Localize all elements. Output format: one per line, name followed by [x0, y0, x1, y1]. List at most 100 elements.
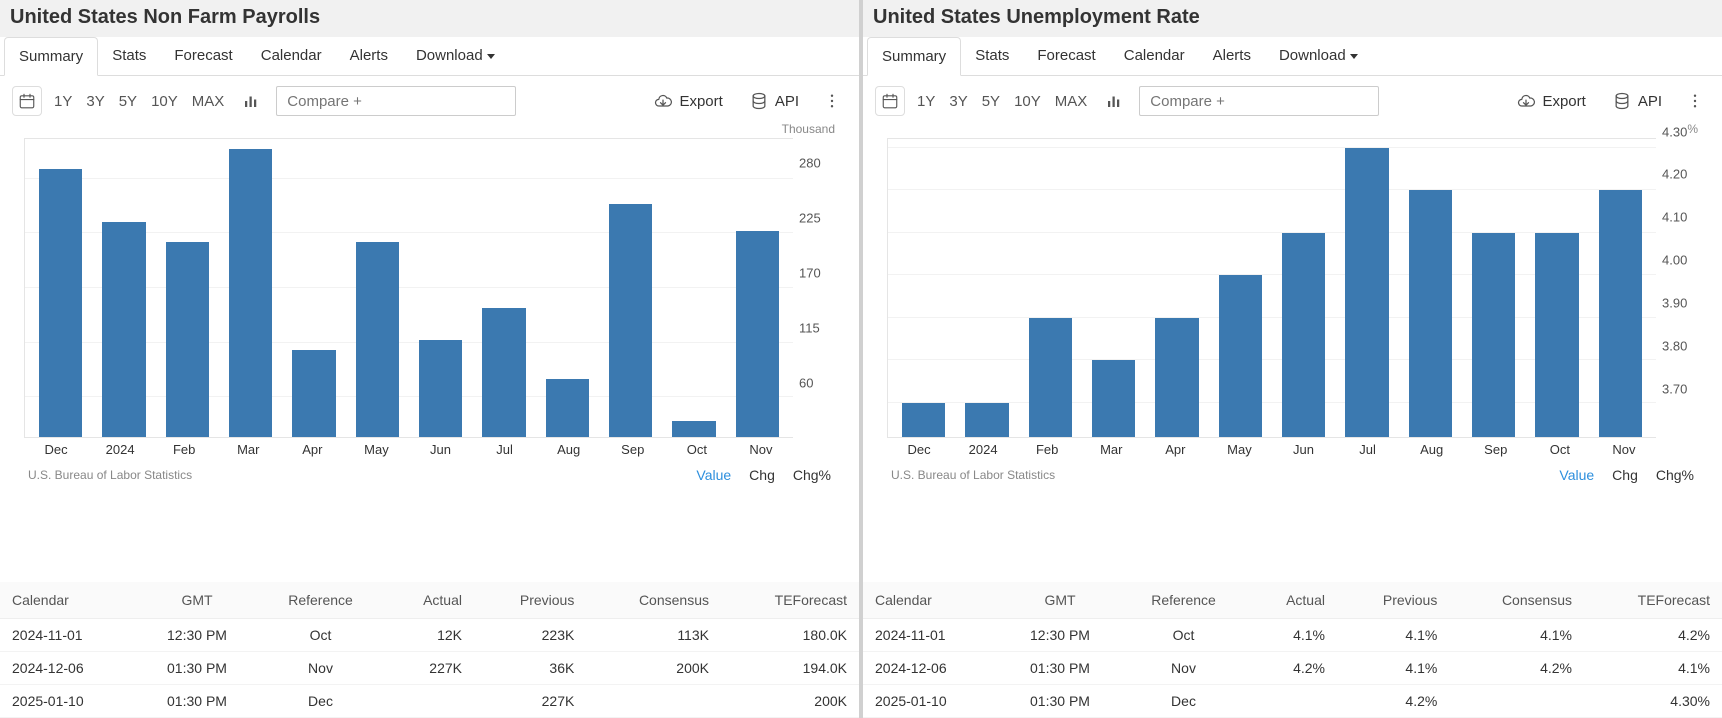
- stat-link-chg[interactable]: Chg: [749, 467, 775, 483]
- bar-slot: [1209, 139, 1272, 437]
- chart-type-icon[interactable]: [236, 86, 266, 116]
- bar[interactable]: [419, 340, 462, 437]
- bar[interactable]: [1535, 233, 1578, 437]
- tab-download[interactable]: Download: [402, 37, 509, 75]
- panel-unemployment: United States Unemployment RateSummarySt…: [863, 0, 1722, 718]
- bar[interactable]: [546, 379, 589, 437]
- chart-type-icon[interactable]: [1099, 86, 1129, 116]
- bar[interactable]: [1282, 233, 1325, 437]
- range-1y[interactable]: 1Y: [52, 89, 74, 114]
- cell-gmt: 01:30 PM: [1000, 652, 1120, 685]
- table-row[interactable]: 2024-12-0601:30 PMNov227K36K200K194.0K: [0, 652, 859, 685]
- cal-header: Actual: [1247, 582, 1337, 619]
- bar[interactable]: [1599, 190, 1642, 437]
- bar-slot: [1082, 139, 1145, 437]
- table-row[interactable]: 2024-12-0601:30 PMNov4.2%4.1%4.2%4.1%: [863, 652, 1722, 685]
- tab-forecast[interactable]: Forecast: [160, 37, 246, 75]
- stat-link-value[interactable]: Value: [696, 467, 731, 483]
- bar[interactable]: [902, 403, 945, 437]
- chart-toolbar: 1Y 3Y 5Y 10Y MAX Export API: [863, 76, 1722, 126]
- tab-download[interactable]: Download: [1265, 37, 1372, 75]
- bar[interactable]: [1155, 318, 1198, 437]
- cal-header: Reference: [1120, 582, 1247, 619]
- cell-previous: 4.1%: [1337, 652, 1449, 685]
- table-row[interactable]: 2025-01-1001:30 PMDec4.2%4.30%: [863, 685, 1722, 718]
- x-tick: Jun: [1271, 442, 1335, 457]
- bar[interactable]: [1219, 275, 1262, 437]
- more-icon[interactable]: [817, 86, 847, 116]
- range-1y[interactable]: 1Y: [915, 89, 937, 114]
- cell-previous: 227K: [474, 685, 586, 718]
- stat-link-chgpct[interactable]: Chg%: [1656, 467, 1694, 483]
- bar[interactable]: [736, 231, 779, 437]
- y-tick: 60: [799, 376, 813, 391]
- chart: Thousand60115170225280Dec2024FebMarAprMa…: [0, 126, 859, 457]
- tab-stats[interactable]: Stats: [961, 37, 1023, 75]
- bar[interactable]: [356, 242, 399, 437]
- range-max[interactable]: MAX: [1053, 89, 1090, 114]
- export-button[interactable]: Export: [645, 87, 730, 115]
- tab-calendar[interactable]: Calendar: [247, 37, 336, 75]
- range-5y[interactable]: 5Y: [117, 89, 139, 114]
- y-tick: 4.30: [1662, 124, 1687, 139]
- chart-unit: Thousand: [782, 122, 835, 136]
- cal-header: Previous: [1337, 582, 1449, 619]
- tab-alerts[interactable]: Alerts: [1199, 37, 1265, 75]
- bar[interactable]: [482, 308, 525, 437]
- range-10y[interactable]: 10Y: [149, 89, 180, 114]
- bar-slot: [599, 139, 662, 437]
- stat-link-chgpct[interactable]: Chg%: [793, 467, 831, 483]
- tab-calendar[interactable]: Calendar: [1110, 37, 1199, 75]
- bar[interactable]: [102, 222, 145, 437]
- bar[interactable]: [672, 421, 715, 437]
- bar[interactable]: [292, 350, 335, 437]
- bar[interactable]: [609, 204, 652, 437]
- y-tick: 4.00: [1662, 253, 1687, 268]
- bar[interactable]: [1472, 233, 1515, 437]
- range-3y[interactable]: 3Y: [947, 89, 969, 114]
- bar[interactable]: [1029, 318, 1072, 437]
- cell-actual: 12K: [384, 619, 474, 652]
- bar-slot: [955, 139, 1018, 437]
- table-row[interactable]: 2025-01-1001:30 PMDec227K200K: [0, 685, 859, 718]
- cell-consensus: 4.2%: [1449, 652, 1584, 685]
- bar[interactable]: [1092, 360, 1135, 437]
- api-button[interactable]: API: [741, 87, 807, 115]
- table-row[interactable]: 2024-11-0112:30 PMOct4.1%4.1%4.1%4.2%: [863, 619, 1722, 652]
- bar-slot: [1145, 139, 1208, 437]
- calendar-icon[interactable]: [12, 86, 42, 116]
- range-max[interactable]: MAX: [190, 89, 227, 114]
- stat-link-value[interactable]: Value: [1559, 467, 1594, 483]
- api-button[interactable]: API: [1604, 87, 1670, 115]
- bar[interactable]: [229, 149, 272, 437]
- range-5y[interactable]: 5Y: [980, 89, 1002, 114]
- bar[interactable]: [1409, 190, 1452, 437]
- compare-input[interactable]: [1139, 86, 1379, 116]
- calendar-icon[interactable]: [875, 86, 905, 116]
- range-3y[interactable]: 3Y: [84, 89, 106, 114]
- table-row[interactable]: 2024-11-0112:30 PMOct12K223K113K180.0K: [0, 619, 859, 652]
- bar[interactable]: [1345, 148, 1388, 437]
- tab-summary[interactable]: Summary: [867, 37, 961, 76]
- bar[interactable]: [39, 169, 82, 437]
- tab-stats[interactable]: Stats: [98, 37, 160, 75]
- cell-ref: Nov: [1120, 652, 1247, 685]
- export-button[interactable]: Export: [1508, 87, 1593, 115]
- tab-alerts[interactable]: Alerts: [336, 37, 402, 75]
- more-icon[interactable]: [1680, 86, 1710, 116]
- compare-input[interactable]: [276, 86, 516, 116]
- bar-slot: [282, 139, 345, 437]
- tab-summary[interactable]: Summary: [4, 37, 98, 76]
- export-label: Export: [679, 93, 722, 110]
- range-10y[interactable]: 10Y: [1012, 89, 1043, 114]
- bar-slot: [1525, 139, 1588, 437]
- stat-link-chg[interactable]: Chg: [1612, 467, 1638, 483]
- y-tick: 280: [799, 156, 821, 171]
- tab-forecast[interactable]: Forecast: [1023, 37, 1109, 75]
- bar[interactable]: [965, 403, 1008, 437]
- cell-actual: 4.2%: [1247, 652, 1337, 685]
- cell-actual: [1247, 685, 1337, 718]
- bar[interactable]: [166, 242, 209, 437]
- y-tick: 170: [799, 266, 821, 281]
- x-tick: 2024: [88, 442, 152, 457]
